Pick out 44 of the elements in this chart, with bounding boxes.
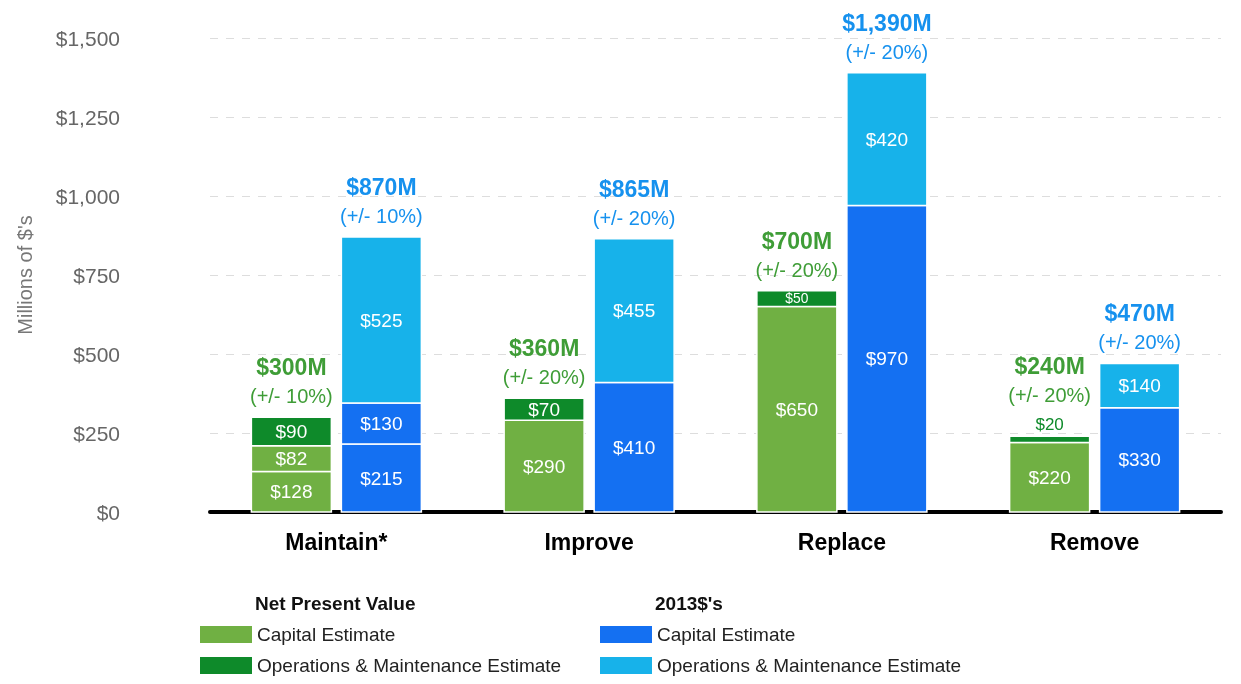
data-label: $650 — [775, 398, 819, 420]
data-label: $420 — [865, 128, 909, 150]
data-label: $330 — [1118, 449, 1161, 471]
y-tick-label: $1,500 — [55, 26, 120, 50]
data-label: $128 — [270, 481, 313, 503]
data-label: $455 — [612, 300, 656, 322]
text: Net Present Value — [255, 593, 416, 614]
data-label: $290 — [522, 455, 566, 477]
x-tick-label: Maintain* — [285, 528, 388, 555]
data-label: $220 — [1028, 466, 1071, 488]
text: $300M (+/- 10%) — [249, 354, 333, 408]
x-tick-label: Remove — [1049, 528, 1140, 555]
data-label: $70 — [528, 398, 560, 420]
text: $865M (+/- 20%) — [592, 175, 676, 229]
legend-label: Operations & Maintenance Estimate — [257, 655, 562, 676]
data-label: $130 — [360, 413, 403, 435]
text: $240M (+/- 20%) — [1008, 353, 1092, 407]
text: $1,390M (+/- 20%) — [842, 9, 932, 63]
y-tick-label: $500 — [73, 342, 120, 366]
data-label: $20 — [1035, 415, 1064, 435]
data-label: $525 — [360, 309, 403, 331]
text: $470M (+/- 20%) — [1098, 300, 1182, 354]
text: $360M (+/- 20%) — [502, 335, 586, 389]
legend-label: Capital Estimate — [657, 624, 796, 645]
y-tick-label: $1,250 — [55, 105, 120, 129]
text: $700M (+/- 20%) — [755, 227, 839, 281]
y-tick-label: $250 — [73, 421, 120, 445]
x-tick-label: Improve — [544, 528, 634, 555]
data-label: $215 — [360, 467, 403, 489]
data-label: $90 — [275, 420, 308, 442]
y-tick-label: $750 — [73, 263, 120, 287]
data-label: $50 — [785, 291, 809, 307]
text: $870M (+/- 10%) — [339, 174, 423, 228]
text: 2013$'s — [655, 593, 723, 614]
y-tick-label: $0 — [96, 500, 120, 524]
data-label: $410 — [612, 436, 656, 458]
x-tick-label: Replace — [797, 528, 886, 555]
legend-label: Capital Estimate — [257, 624, 396, 645]
y-tick-label: $1,000 — [55, 184, 120, 208]
data-label: $140 — [1118, 375, 1161, 397]
data-label: $82 — [275, 448, 308, 470]
legend-label: Operations & Maintenance Estimate — [657, 655, 962, 676]
data-label: $970 — [865, 348, 909, 370]
y-axis-title: Millions of $'s — [14, 215, 36, 335]
